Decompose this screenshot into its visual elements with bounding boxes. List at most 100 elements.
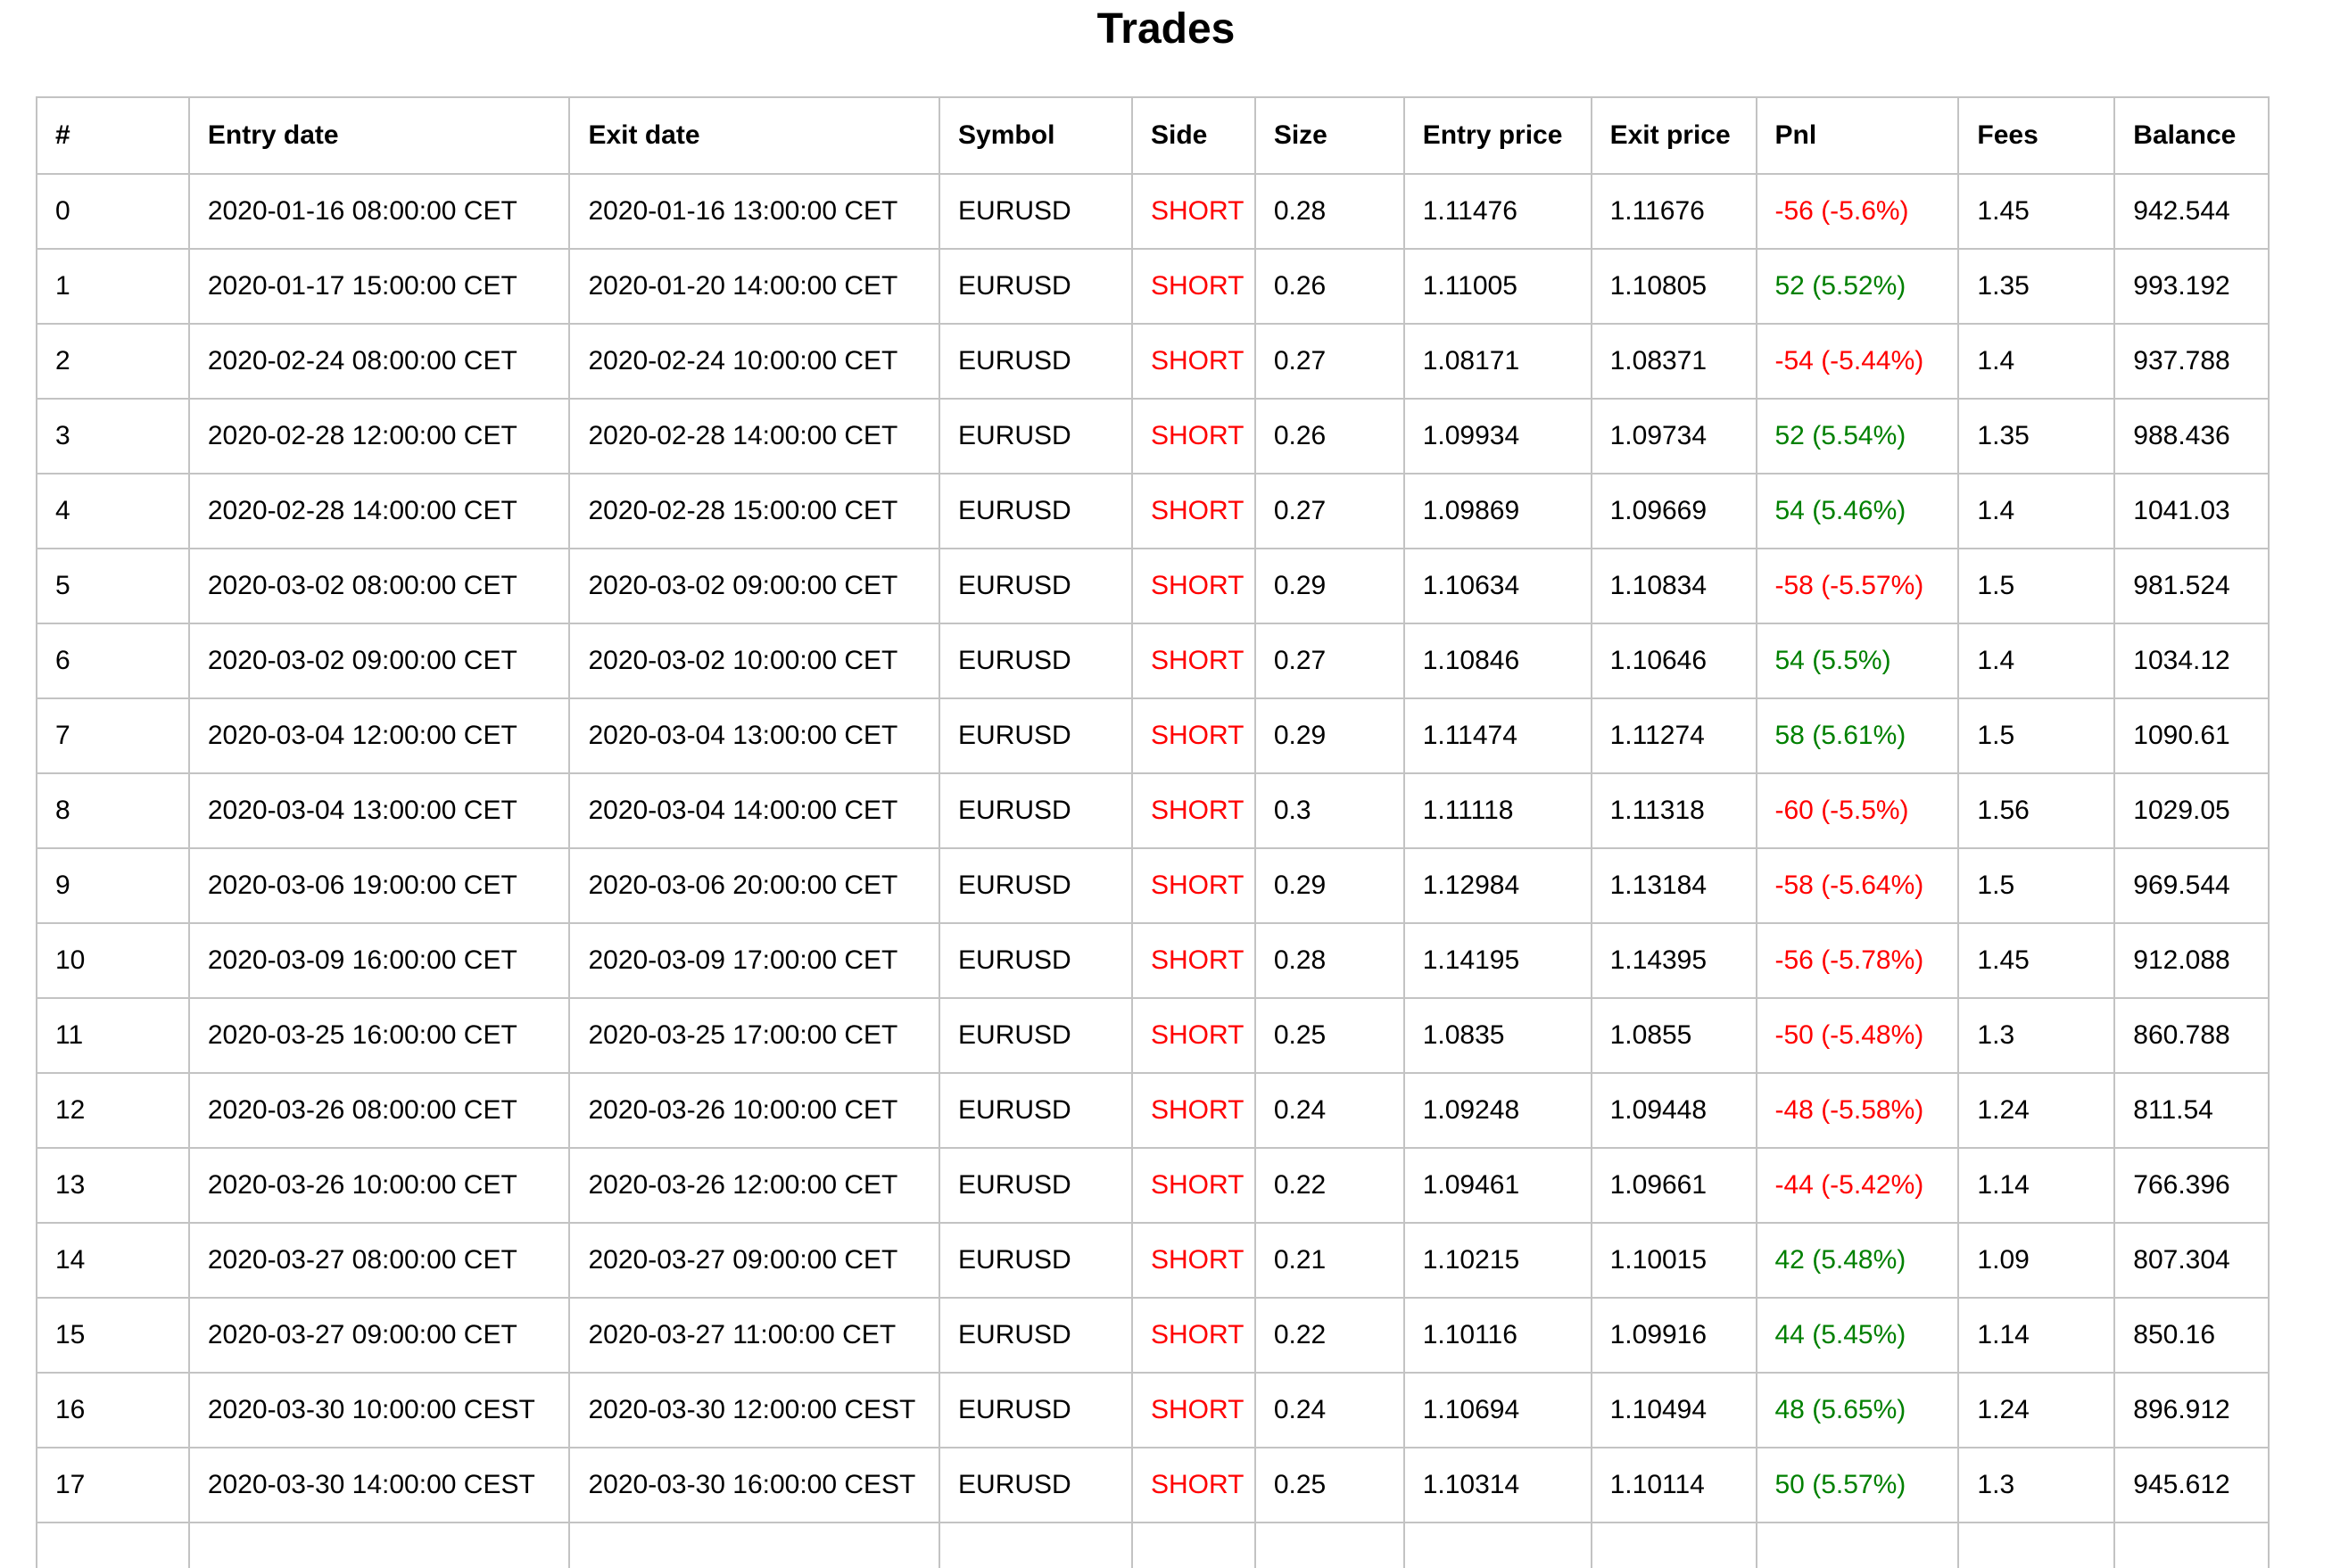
cell-exit-price: 1.08371 bbox=[1590, 323, 1757, 400]
table-row: 12 2020-03-26 08:00:00 CET 2020-03-26 10:0… bbox=[36, 1072, 2270, 1149]
cell-pnl: -48 (-5.58%) bbox=[1755, 1072, 1960, 1149]
cell-entry-price: 1.09869 bbox=[1402, 473, 1592, 549]
cell-empty bbox=[1957, 1522, 2116, 1568]
cell-exit-price: 1.0855 bbox=[1590, 997, 1757, 1074]
cell-exit-date: 2020-03-09 17:00:00 CET bbox=[568, 922, 941, 999]
table-row: 6 2020-03-02 09:00:00 CET 2020-03-02 10:00… bbox=[36, 623, 2270, 699]
cell-exit-price: 1.09916 bbox=[1590, 1297, 1757, 1374]
cell-entry-price: 1.10116 bbox=[1402, 1297, 1592, 1374]
cell-index: 6 bbox=[36, 623, 190, 699]
cell-index: 1 bbox=[36, 248, 190, 325]
table-row: 14 2020-03-27 08:00:00 CET 2020-03-27 09:0… bbox=[36, 1222, 2270, 1299]
cell-entry-date: 2020-03-04 13:00:00 CET bbox=[187, 772, 571, 849]
cell-entry-price: 1.10215 bbox=[1402, 1222, 1592, 1299]
cell-balance: 1041.03 bbox=[2113, 473, 2270, 549]
cell-side: SHORT bbox=[1130, 548, 1256, 624]
cell-entry-date: 2020-02-28 14:00:00 CET bbox=[187, 473, 571, 549]
cell-entry-price: 1.10314 bbox=[1402, 1447, 1592, 1523]
table-row: 7 2020-03-04 12:00:00 CET 2020-03-04 13:00… bbox=[36, 697, 2270, 774]
cell-side: SHORT bbox=[1130, 1372, 1256, 1448]
col-header-size: Size bbox=[1253, 96, 1405, 175]
cell-pnl: 44 (5.45%) bbox=[1755, 1297, 1960, 1374]
cell-side: SHORT bbox=[1130, 922, 1256, 999]
cell-fees: 1.3 bbox=[1957, 997, 2116, 1074]
cell-fees: 1.3 bbox=[1957, 1447, 2116, 1523]
cell-index: 12 bbox=[36, 1072, 190, 1149]
cell-symbol: EURUSD bbox=[939, 772, 1133, 849]
cell-entry-price: 1.10694 bbox=[1402, 1372, 1592, 1448]
cell-entry-price: 1.09461 bbox=[1402, 1147, 1592, 1224]
cell-balance: 993.192 bbox=[2113, 248, 2270, 325]
cell-fees: 1.5 bbox=[1957, 548, 2116, 624]
cell-exit-price: 1.11274 bbox=[1590, 697, 1757, 774]
cell-entry-date: 2020-03-02 08:00:00 CET bbox=[187, 548, 571, 624]
table-row: 8 2020-03-04 13:00:00 CET 2020-03-04 14:00… bbox=[36, 772, 2270, 849]
cell-pnl: -58 (-5.64%) bbox=[1755, 847, 1960, 924]
cell-exit-date: 2020-03-30 12:00:00 CEST bbox=[568, 1372, 941, 1448]
cell-symbol: EURUSD bbox=[939, 1072, 1133, 1149]
cell-balance: 969.544 bbox=[2113, 847, 2270, 924]
cell-pnl: 58 (5.61%) bbox=[1755, 697, 1960, 774]
cell-size: 0.24 bbox=[1253, 1072, 1405, 1149]
cell-balance: 850.16 bbox=[2113, 1297, 2270, 1374]
cell-side: SHORT bbox=[1130, 173, 1256, 250]
table-row: 9 2020-03-06 19:00:00 CET 2020-03-06 20:00… bbox=[36, 847, 2270, 924]
col-header-symbol: Symbol bbox=[939, 96, 1133, 175]
col-header-exit-date: Exit date bbox=[568, 96, 941, 175]
cell-balance: 912.088 bbox=[2113, 922, 2270, 999]
table-row: 15 2020-03-27 09:00:00 CET 2020-03-27 11:0… bbox=[36, 1297, 2270, 1374]
cell-symbol: EURUSD bbox=[939, 697, 1133, 774]
cell-exit-price: 1.10646 bbox=[1590, 623, 1757, 699]
table-row: 13 2020-03-26 10:00:00 CET 2020-03-26 12:0… bbox=[36, 1147, 2270, 1224]
cell-pnl: -50 (-5.48%) bbox=[1755, 997, 1960, 1074]
cell-entry-price: 1.11474 bbox=[1402, 697, 1592, 774]
cell-exit-price: 1.10805 bbox=[1590, 248, 1757, 325]
cell-entry-date: 2020-03-04 12:00:00 CET bbox=[187, 697, 571, 774]
cell-entry-date: 2020-03-06 19:00:00 CET bbox=[187, 847, 571, 924]
cell-pnl: -54 (-5.44%) bbox=[1755, 323, 1960, 400]
col-header-pnl: Pnl bbox=[1755, 96, 1960, 175]
cell-index: 5 bbox=[36, 548, 190, 624]
cell-entry-date: 2020-01-17 15:00:00 CET bbox=[187, 248, 571, 325]
trades-table-header: # Entry date Exit date Symbol Side Size … bbox=[36, 96, 2270, 175]
cell-entry-date: 2020-03-25 16:00:00 CET bbox=[187, 997, 571, 1074]
col-header-side: Side bbox=[1130, 96, 1256, 175]
cell-side: SHORT bbox=[1130, 772, 1256, 849]
table-row: 16 2020-03-30 10:00:00 CEST 2020-03-30 12:… bbox=[36, 1372, 2270, 1448]
cell-empty bbox=[939, 1522, 1133, 1568]
cell-exit-date: 2020-03-02 10:00:00 CET bbox=[568, 623, 941, 699]
cell-symbol: EURUSD bbox=[939, 173, 1133, 250]
cell-size: 0.26 bbox=[1253, 398, 1405, 475]
cell-exit-date: 2020-02-28 14:00:00 CET bbox=[568, 398, 941, 475]
cell-exit-date: 2020-03-26 10:00:00 CET bbox=[568, 1072, 941, 1149]
cell-symbol: EURUSD bbox=[939, 1372, 1133, 1448]
cell-fees: 1.35 bbox=[1957, 248, 2116, 325]
cell-fees: 1.09 bbox=[1957, 1222, 2116, 1299]
cell-side: SHORT bbox=[1130, 1297, 1256, 1374]
cell-entry-date: 2020-03-27 09:00:00 CET bbox=[187, 1297, 571, 1374]
cell-size: 0.24 bbox=[1253, 1372, 1405, 1448]
cell-exit-date: 2020-02-28 15:00:00 CET bbox=[568, 473, 941, 549]
cell-pnl: 48 (5.65%) bbox=[1755, 1372, 1960, 1448]
cell-empty bbox=[1755, 1522, 1960, 1568]
table-row: 11 2020-03-25 16:00:00 CET 2020-03-25 17:0… bbox=[36, 997, 2270, 1074]
cell-side: SHORT bbox=[1130, 847, 1256, 924]
cell-size: 0.3 bbox=[1253, 772, 1405, 849]
cell-exit-price: 1.10834 bbox=[1590, 548, 1757, 624]
cell-exit-price: 1.13184 bbox=[1590, 847, 1757, 924]
cell-balance: 1034.12 bbox=[2113, 623, 2270, 699]
cell-symbol: EURUSD bbox=[939, 623, 1133, 699]
cell-entry-price: 1.09934 bbox=[1402, 398, 1592, 475]
cell-exit-price: 1.09661 bbox=[1590, 1147, 1757, 1224]
cell-index: 0 bbox=[36, 173, 190, 250]
cell-pnl: -60 (-5.5%) bbox=[1755, 772, 1960, 849]
cell-size: 0.28 bbox=[1253, 922, 1405, 999]
cell-fees: 1.14 bbox=[1957, 1297, 2116, 1374]
cell-empty bbox=[1590, 1522, 1757, 1568]
cell-balance: 766.396 bbox=[2113, 1147, 2270, 1224]
cell-pnl: 42 (5.48%) bbox=[1755, 1222, 1960, 1299]
cell-entry-price: 1.11476 bbox=[1402, 173, 1592, 250]
cell-exit-price: 1.11676 bbox=[1590, 173, 1757, 250]
cell-exit-date: 2020-03-04 13:00:00 CET bbox=[568, 697, 941, 774]
cell-entry-date: 2020-02-24 08:00:00 CET bbox=[187, 323, 571, 400]
